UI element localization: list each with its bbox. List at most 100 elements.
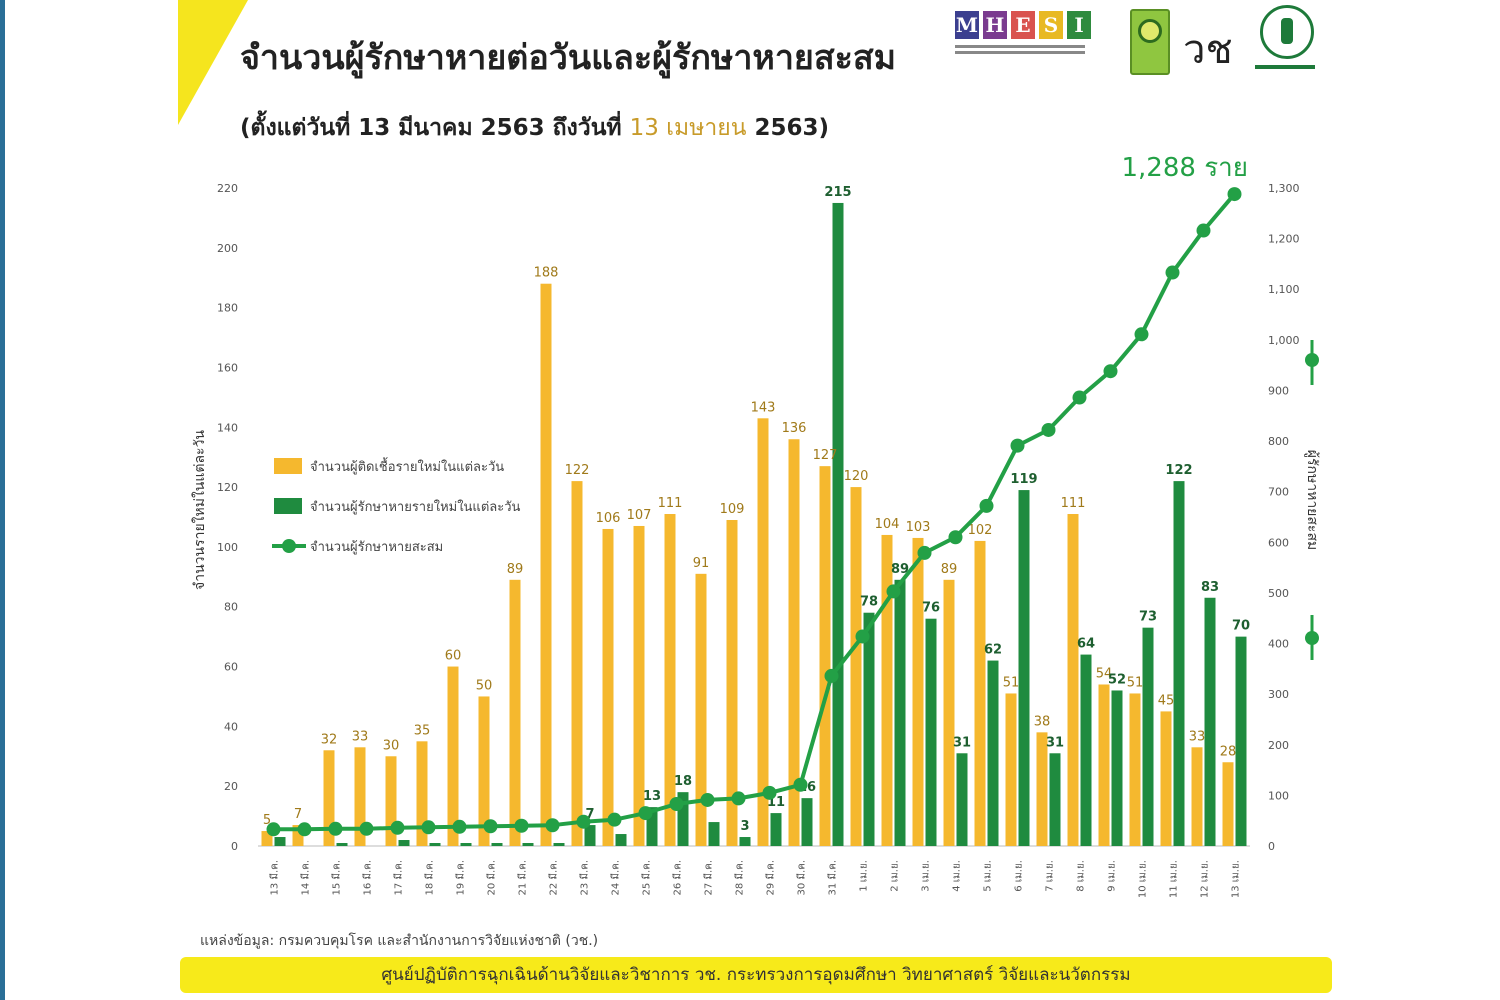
cumulative-point — [390, 820, 405, 835]
bar-new-recovered — [1018, 490, 1030, 846]
x-tick-label: 17 มี.ค. — [393, 860, 405, 896]
bar-new-recovered — [956, 753, 968, 846]
bar-new-recovered-label: 119 — [1010, 472, 1037, 487]
bar-new-cases-label: 51 — [1003, 675, 1020, 690]
yellow-corner-decoration — [178, 0, 248, 125]
y-left-tick-label: 100 — [217, 541, 238, 554]
y-right-tick-label: 600 — [1268, 536, 1289, 549]
bar-new-cases — [1067, 514, 1079, 846]
bar-new-cases — [943, 579, 955, 846]
bar-new-cases-label: 45 — [1158, 693, 1175, 708]
x-tick-label: 14 มี.ค. — [300, 860, 312, 896]
cumulative-point — [483, 819, 498, 834]
cumulative-point — [917, 545, 932, 560]
cumulative-point — [545, 818, 560, 833]
bar-new-recovered — [863, 612, 875, 846]
y-left-tick-label: 80 — [224, 601, 238, 614]
bar-new-recovered — [770, 813, 782, 846]
x-tick-label: 21 มี.ค. — [517, 860, 529, 896]
bar-new-cases — [881, 534, 893, 846]
x-tick-label: 12 เม.ย. — [1200, 860, 1211, 898]
bar-new-cases-label: 33 — [352, 729, 369, 744]
nrct-logo: วช — [1183, 27, 1233, 73]
mhesi-letter-e: E — [1011, 11, 1035, 39]
bar-new-recovered — [987, 660, 999, 846]
cumulative-point — [607, 812, 622, 827]
x-tick-label: 7 เม.ย. — [1045, 860, 1056, 892]
mhesi-logo: M H E S I — [955, 11, 1095, 39]
bar-new-cases — [323, 750, 335, 846]
cumulative-point — [1227, 187, 1242, 202]
bar-new-cases-label: 7 — [294, 807, 302, 822]
x-tick-label: 13 เม.ย. — [1231, 860, 1242, 898]
bar-new-recovered-label: 13 — [643, 789, 661, 804]
bar-new-recovered — [460, 843, 472, 846]
bar-new-recovered-label: 31 — [953, 735, 971, 750]
bar-new-cases — [788, 439, 800, 846]
cumulative-point — [638, 806, 653, 821]
cumulative-point — [297, 822, 312, 837]
bar-new-cases-label: 91 — [693, 556, 710, 571]
footer-banner: ศูนย์ปฏิบัติการฉุกเฉินด้านวิจัยและวิชากา… — [180, 957, 1332, 993]
x-tick-label: 31 มี.ค. — [827, 860, 839, 896]
bar-new-cases — [1222, 762, 1234, 846]
y-right-tick-label: 900 — [1268, 384, 1289, 397]
x-tick-label: 3 เม.ย. — [921, 860, 932, 892]
bar-new-recovered — [584, 825, 596, 846]
cumulative-point — [979, 498, 994, 513]
y-right-tick-label: 1,300 — [1268, 182, 1300, 195]
bar-new-recovered-label: 78 — [860, 595, 878, 610]
bar-new-recovered — [739, 837, 751, 846]
bar-new-cases — [726, 519, 738, 846]
ministry-emblem-icon — [1130, 9, 1170, 75]
bar-new-recovered-label: 122 — [1165, 463, 1192, 478]
x-tick-label: 1 เม.ย. — [859, 860, 870, 892]
bar-new-cases-label: 104 — [875, 517, 900, 532]
bar-new-cases-label: 120 — [844, 469, 869, 484]
x-tick-label: 15 มี.ค. — [331, 860, 343, 896]
x-tick-label: 24 มี.ค. — [610, 860, 622, 896]
bar-new-recovered — [832, 202, 844, 847]
y-left-tick-label: 140 — [217, 421, 238, 434]
bar-new-cases-label: 136 — [782, 421, 807, 436]
bar-new-recovered — [398, 840, 410, 846]
cumulative-point — [514, 818, 529, 833]
bar-new-recovered — [553, 843, 565, 846]
ddc-logo-caption — [1255, 65, 1315, 69]
x-tick-label: 10 เม.ย. — [1138, 860, 1149, 898]
y-right-axis-title: ผู้รักษาหายสะสม — [1304, 450, 1320, 550]
cumulative-point — [948, 530, 963, 545]
page-title: จำนวนผู้รักษาหายต่อวันและผู้รักษาหายสะสม — [240, 38, 897, 78]
x-tick-label: 2 เม.ย. — [890, 860, 901, 892]
bar-new-recovered-label: 62 — [984, 643, 1002, 658]
bar-new-cases — [757, 418, 769, 846]
left-border-strip — [0, 0, 5, 1000]
x-tick-label: 18 มี.ค. — [424, 860, 436, 896]
y-left-tick-label: 20 — [224, 780, 238, 793]
bar-new-recovered — [1173, 481, 1185, 846]
ddc-logo — [1260, 5, 1314, 59]
bar-new-recovered — [522, 843, 534, 846]
bar-new-cases-label: 143 — [751, 400, 776, 415]
legend-swatch-new-recovered — [274, 498, 302, 514]
bar-new-cases — [602, 528, 614, 846]
bar-new-cases-label: 109 — [720, 502, 745, 517]
y-left-tick-label: 120 — [217, 481, 238, 494]
legend-label-new-recovered: จำนวนผู้รักษาหายรายใหม่ในแต่ละวัน — [310, 499, 521, 515]
bar-new-recovered — [615, 834, 627, 846]
y-left-tick-label: 0 — [231, 840, 238, 853]
bar-new-cases-label: 60 — [445, 649, 462, 664]
bar-new-recovered-label: 18 — [674, 774, 692, 789]
bar-new-recovered — [646, 807, 658, 846]
bar-new-cases-label: 89 — [941, 562, 958, 577]
bar-new-cases-label: 111 — [658, 496, 683, 511]
cumulative-point — [1103, 364, 1118, 379]
bar-new-recovered-label: 215 — [824, 185, 851, 200]
cumulative-point — [855, 629, 870, 644]
mhesi-letter-s: S — [1039, 11, 1063, 39]
bar-new-recovered — [429, 843, 441, 846]
bar-new-cases — [664, 514, 676, 846]
y-right-tick-label: 500 — [1268, 587, 1289, 600]
y-right-tick-label: 300 — [1268, 688, 1289, 701]
bar-new-recovered — [677, 792, 689, 846]
